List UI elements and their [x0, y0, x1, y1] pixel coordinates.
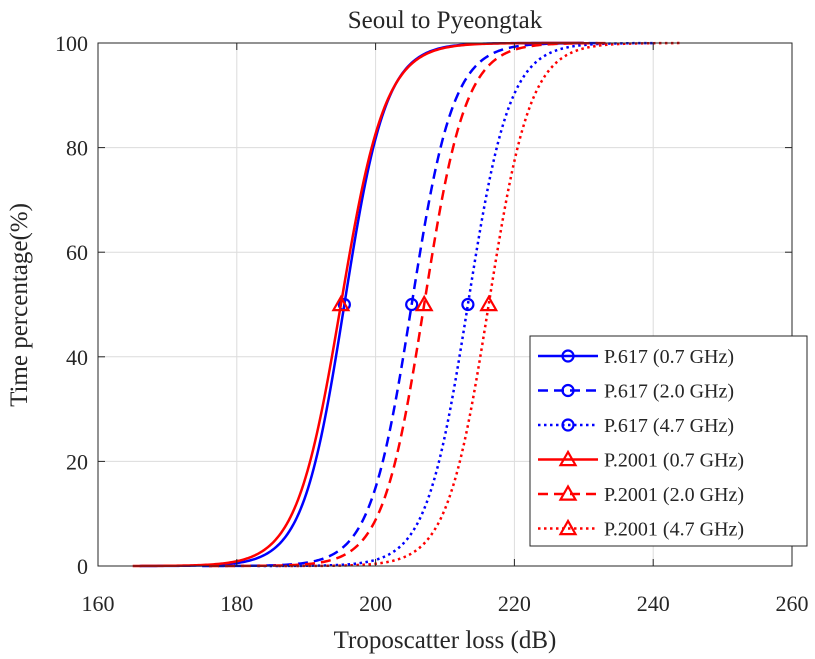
- series-line-2: [202, 41, 598, 568]
- x-axis-label: Troposcatter loss (dB): [334, 627, 557, 654]
- x-tick-label: 260: [776, 591, 809, 616]
- x-tick-label: 220: [498, 591, 531, 616]
- legend-marker-3: [561, 418, 575, 432]
- series-marker-3: [461, 297, 475, 312]
- chart-title: Seoul to Pyeongtak: [348, 7, 543, 34]
- y-tick-label: 40: [66, 345, 88, 370]
- ticks: 160 180 200 220 240 260 0 20 40 60 80 100: [55, 31, 809, 616]
- legend-label-5: P.2001 (2.0 GHz): [604, 484, 744, 506]
- legend-label-2: P.617 (2.0 GHz): [604, 381, 734, 403]
- y-tick-label: 100: [55, 31, 88, 56]
- legend-marker-5: [558, 484, 578, 501]
- y-tick-label: 60: [66, 240, 88, 265]
- legend-marker-6: [558, 518, 578, 536]
- y-tick-label: 0: [77, 554, 88, 579]
- y-tick-label: 80: [66, 136, 88, 161]
- series-marker-4: [331, 294, 351, 312]
- legend-label-4: P.2001 (0.7 GHz): [604, 450, 744, 472]
- legend-marker-2: [561, 383, 575, 398]
- legend-marker-1: [561, 349, 575, 363]
- legend-label-1: P.617 (0.7 GHz): [604, 346, 734, 368]
- legend-box: [529, 335, 808, 547]
- series-marker-6: [479, 294, 499, 312]
- series-line-6: [278, 41, 681, 568]
- series-marker-2: [405, 297, 419, 312]
- legend-label-6: P.2001 (4.7 GHz): [604, 519, 744, 541]
- legend: P.617 (0.7 GHz) P.617 (2.0 GHz) P.617 (4.7…: [529, 335, 808, 547]
- legend-label-3: P.617 (4.7 GHz): [604, 415, 734, 437]
- x-tick-label: 160: [82, 591, 115, 616]
- x-tick-label: 180: [220, 591, 253, 616]
- series-marker-5: [414, 294, 434, 312]
- y-axis-label: Time percentage(%): [6, 203, 33, 407]
- x-tick-label: 200: [359, 591, 392, 616]
- plot-frame: [97, 42, 793, 567]
- x-tick-label: 240: [637, 591, 670, 616]
- legend-marker-4: [558, 449, 578, 467]
- y-tick-label: 20: [66, 449, 88, 474]
